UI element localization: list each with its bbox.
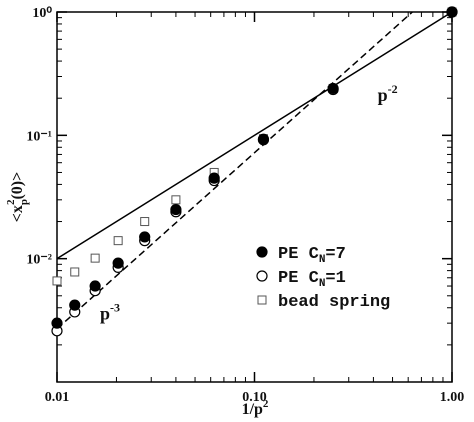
- fit-line: [56, 11, 413, 330]
- point: [208, 172, 220, 184]
- x-tick-label: 0.01: [45, 390, 70, 405]
- point: [256, 246, 268, 258]
- x-label-sup: 2: [263, 398, 269, 410]
- x-label-base: 1/p: [242, 401, 263, 418]
- x-axis-label: 1/p2: [242, 398, 269, 418]
- point: [257, 133, 270, 145]
- point: [70, 267, 80, 277]
- annotation-base: p: [378, 85, 388, 105]
- point: [69, 299, 81, 311]
- y-label-sub: p: [18, 199, 30, 205]
- legend-name: bead spring: [278, 293, 390, 312]
- legend-label: PE CN=1: [278, 269, 346, 290]
- point: [170, 203, 182, 216]
- annotation: p-3: [100, 301, 120, 324]
- y-axis-label: <xp2(0)>: [5, 172, 30, 223]
- y-tick-label: 10⁻¹: [26, 129, 52, 144]
- legend-label: PE CN=7: [278, 245, 346, 266]
- legend-label: bead spring: [278, 293, 390, 312]
- point: [256, 270, 268, 282]
- plot-frame: [56, 11, 453, 383]
- annotation-sup: -2: [388, 82, 398, 96]
- point: [113, 236, 123, 246]
- point: [112, 257, 124, 269]
- legend-sub: N: [319, 254, 326, 266]
- y-tick-label: 10⁰: [32, 6, 52, 21]
- y-label-base: <x: [9, 205, 26, 222]
- legend-rest: =7: [325, 245, 345, 264]
- legend-rest: =1: [325, 269, 345, 288]
- annotation-base: p: [100, 304, 110, 324]
- legend-name: PE C: [278, 269, 319, 288]
- point: [89, 280, 101, 292]
- point: [52, 276, 62, 286]
- legend-name: PE C: [278, 245, 319, 264]
- annotation-sup: -3: [110, 301, 120, 315]
- point: [171, 195, 181, 205]
- y-label-sup: 2: [5, 199, 17, 205]
- y-tick-label: 10⁻²: [26, 253, 52, 268]
- point: [327, 82, 339, 95]
- x-tick-label: 1.00: [440, 390, 465, 405]
- point: [257, 295, 267, 305]
- point: [90, 253, 100, 263]
- fit-line: [56, 11, 453, 260]
- legend-sub: N: [319, 278, 326, 290]
- point: [446, 6, 458, 18]
- point: [51, 317, 63, 329]
- annotation: p-2: [378, 82, 398, 105]
- point: [140, 217, 150, 227]
- point: [139, 231, 151, 243]
- y-label-rest: (0)>: [9, 172, 26, 200]
- x-tick-label: 0.10: [242, 390, 267, 405]
